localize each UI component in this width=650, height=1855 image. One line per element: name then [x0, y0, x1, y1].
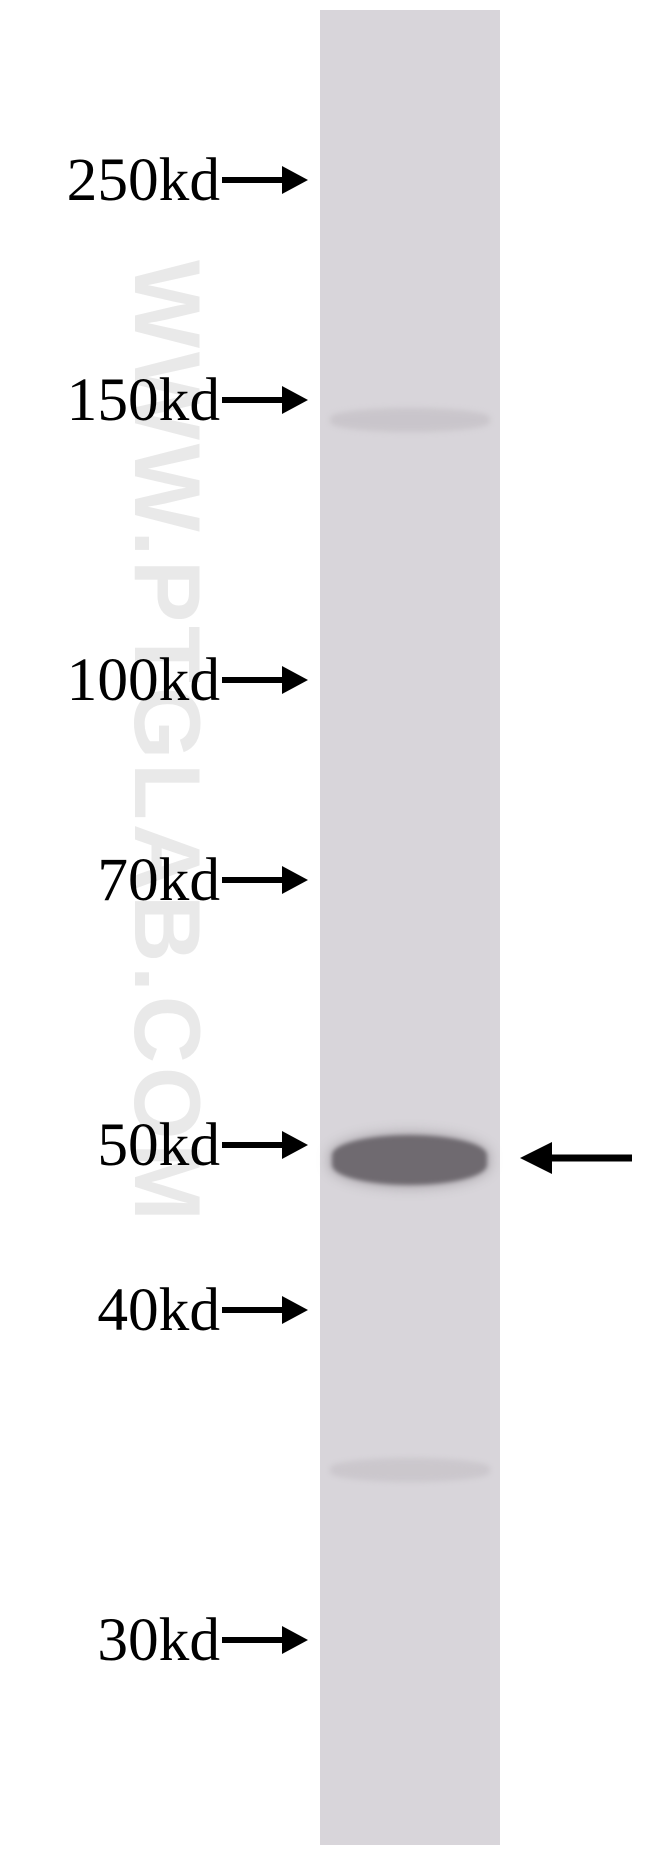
band-indicator-arrow [520, 1138, 632, 1178]
marker-arrow-icon [222, 163, 308, 197]
mw-marker: 250kd [0, 149, 308, 210]
mw-marker-label: 50kd [97, 1110, 220, 1181]
faint-band [330, 1458, 490, 1482]
mw-marker-label: 150kd [67, 365, 220, 436]
mw-marker: 50kd [0, 1114, 308, 1175]
mw-marker: 150kd [0, 369, 308, 430]
mw-marker-label: 70kd [97, 845, 220, 916]
faint-band [330, 408, 490, 432]
western-blot-figure: { "figure": { "width_px": 650, "height_p… [0, 0, 650, 1855]
marker-arrow-icon [222, 663, 308, 697]
mw-marker: 40kd [0, 1279, 308, 1340]
blot-lane [320, 10, 500, 1845]
mw-marker: 70kd [0, 849, 308, 910]
mw-marker-label: 100kd [67, 645, 220, 716]
mw-marker-label: 250kd [67, 145, 220, 216]
marker-arrow-icon [222, 1293, 308, 1327]
marker-arrow-icon [222, 383, 308, 417]
marker-arrow-icon [222, 863, 308, 897]
mw-marker-label: 40kd [97, 1275, 220, 1346]
detected-band [332, 1135, 487, 1185]
marker-arrow-icon [222, 1128, 308, 1162]
mw-marker: 100kd [0, 649, 308, 710]
mw-marker-label: 30kd [97, 1605, 220, 1676]
marker-arrow-icon [222, 1623, 308, 1657]
mw-marker: 30kd [0, 1609, 308, 1670]
